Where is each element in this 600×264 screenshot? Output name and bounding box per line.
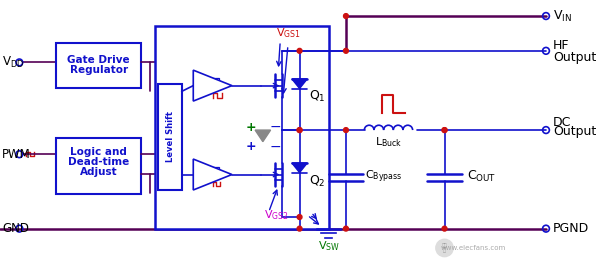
- Bar: [56, 43, 141, 88]
- Circle shape: [442, 226, 447, 231]
- Bar: [56, 138, 141, 194]
- Text: Output: Output: [553, 51, 596, 64]
- Text: Output: Output: [553, 125, 596, 139]
- Polygon shape: [292, 79, 307, 88]
- Text: DC: DC: [553, 116, 571, 129]
- Text: $\mathregular{C_{OUT}}$: $\mathregular{C_{OUT}}$: [467, 169, 496, 184]
- Text: $\mathregular{C_{Bypass}}$: $\mathregular{C_{Bypass}}$: [365, 168, 403, 185]
- Text: $\mathregular{V_{IN}}$: $\mathregular{V_{IN}}$: [553, 8, 572, 23]
- Circle shape: [344, 128, 349, 133]
- Text: −: −: [269, 120, 281, 134]
- Text: www.elecfans.com: www.elecfans.com: [441, 245, 506, 251]
- Text: Gate Drive: Gate Drive: [67, 55, 130, 64]
- Text: Adjust: Adjust: [80, 167, 118, 177]
- Text: Level Shift: Level Shift: [166, 111, 175, 162]
- Text: $\mathregular{V_{GS2}}$: $\mathregular{V_{GS2}}$: [264, 208, 289, 222]
- Text: PWM: PWM: [2, 148, 31, 161]
- Text: GND: GND: [2, 222, 29, 235]
- Text: HF: HF: [553, 39, 569, 51]
- Circle shape: [297, 128, 302, 133]
- Bar: [200, 78, 220, 89]
- Text: $\mathregular{V_{GS1}}$: $\mathregular{V_{GS1}}$: [277, 27, 301, 40]
- Circle shape: [436, 239, 453, 257]
- Circle shape: [297, 128, 302, 133]
- Circle shape: [442, 128, 447, 133]
- Polygon shape: [193, 159, 232, 190]
- Text: +: +: [246, 140, 257, 153]
- Text: Logic and: Logic and: [70, 147, 127, 157]
- Text: $\mathregular{Q_1}$: $\mathregular{Q_1}$: [309, 89, 326, 104]
- Circle shape: [297, 48, 302, 53]
- Circle shape: [297, 215, 302, 219]
- Text: $\mathregular{Q_2}$: $\mathregular{Q_2}$: [309, 174, 326, 189]
- Text: Dead-time: Dead-time: [68, 157, 129, 167]
- Polygon shape: [292, 163, 307, 173]
- Text: +: +: [246, 121, 257, 134]
- Bar: [200, 167, 220, 178]
- Polygon shape: [255, 130, 271, 142]
- Circle shape: [344, 226, 349, 231]
- Text: Regulator: Regulator: [70, 65, 128, 75]
- Bar: [158, 84, 182, 190]
- Circle shape: [344, 48, 349, 53]
- Text: PGND: PGND: [553, 222, 589, 235]
- Circle shape: [442, 128, 447, 133]
- Text: $\mathregular{L_{Buck}}$: $\mathregular{L_{Buck}}$: [375, 135, 403, 149]
- Text: −: −: [269, 139, 281, 153]
- Text: 电子
发: 电子 发: [442, 243, 448, 253]
- Bar: [155, 26, 329, 229]
- Text: $\mathregular{V_{SW}}$: $\mathregular{V_{SW}}$: [317, 239, 340, 253]
- Circle shape: [344, 14, 349, 18]
- Circle shape: [297, 226, 302, 231]
- Text: $\mathregular{V_{DD}}$: $\mathregular{V_{DD}}$: [2, 55, 24, 70]
- Polygon shape: [193, 70, 232, 101]
